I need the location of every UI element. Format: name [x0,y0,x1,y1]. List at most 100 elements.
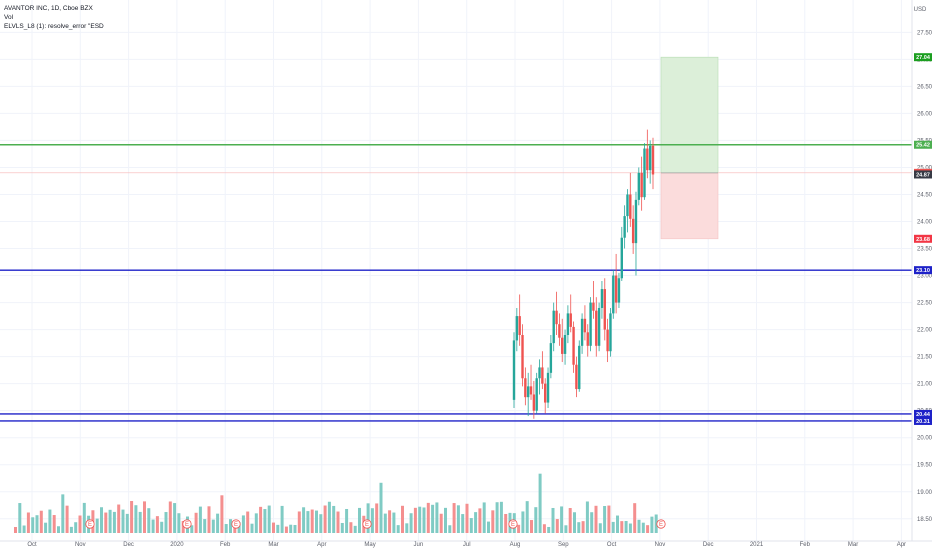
volume-bar [525,501,529,533]
candle-body [526,386,530,398]
volume-bar [517,524,521,533]
earnings-marker[interactable] [656,519,666,529]
earnings-marker[interactable] [362,519,372,529]
earnings-marker-label[interactable]: E [659,522,663,528]
earnings-marker[interactable] [85,519,95,529]
y-tick-label: 19.00 [917,490,932,496]
volume-bar [112,511,116,533]
volume-bar [26,512,30,533]
earnings-marker-label[interactable]: E [185,522,189,528]
volume-bar [254,513,258,533]
volume-bar [577,522,581,533]
candle-body [563,335,567,354]
volume-bar [534,507,538,533]
x-tick-label: Apr [897,542,906,548]
earnings-marker-label[interactable]: E [234,522,238,528]
position-zones[interactable] [0,56,912,240]
volume-bar [504,513,508,533]
volume-bar [418,506,422,533]
candle-body [629,194,632,219]
candle-body [603,289,606,330]
volume-bar [624,521,628,533]
volume-bar [267,505,271,533]
candle-body [651,145,655,175]
x-tick-label: Apr [317,542,326,548]
level-price-tag: 25.42 [916,143,930,149]
volume-bar [138,511,142,533]
volume-bar [108,509,112,533]
volume-bar [383,513,387,533]
volume-bar [413,507,417,533]
volume-bar [332,505,336,533]
volume-bar [69,526,73,533]
x-tick-label: Dec [703,542,714,548]
earnings-marker-label[interactable]: E [365,522,369,528]
volume-bar [405,523,409,533]
volume-bar [616,515,619,533]
volume-bar [370,508,374,533]
volume-bar [607,505,611,533]
candle-body [643,148,646,198]
candle-body [595,310,598,346]
x-tick-label: 2020 [170,542,184,548]
candle-body [558,324,561,338]
volume-bar [216,513,220,533]
horizontal-levels[interactable] [0,144,912,422]
volume-bar [603,505,607,533]
candle-body [524,378,527,398]
x-tick-label: Feb [800,542,811,548]
volume-bar [422,507,426,533]
earnings-marker[interactable] [231,519,241,529]
volume-bar [177,513,181,533]
x-tick-label: Dec [123,542,134,548]
volume-bar [194,512,198,533]
volume-bar [14,527,17,533]
level-price-tag: 23.10 [916,268,930,274]
chart-legend: AVANTOR INC, 1D, Cboe BZX Vol ELVLS_L8 (… [4,4,104,31]
volume-bar [306,511,310,533]
x-tick-label: Oct [607,542,617,548]
indicator-legend[interactable]: ELVLS_L8 (1): resolve_error "ESD [4,23,104,30]
candle-body [606,329,609,352]
volume-bar [229,519,232,533]
volume-legend[interactable]: Vol [4,14,14,21]
stop-zone[interactable] [660,172,719,240]
target-zone[interactable] [660,56,719,174]
symbol-title[interactable]: AVANTOR INC, 1D, Cboe BZX [4,5,93,12]
level-price-tag-bg [914,409,932,418]
volume-bar [487,521,490,533]
candle-body [532,394,536,411]
volume-bar [379,482,383,533]
volume-bar [650,516,654,533]
earnings-marker-label[interactable]: E [511,522,515,528]
candle-body [572,326,575,365]
volume-bar [272,522,275,533]
earnings-marker-label[interactable]: E [88,522,92,528]
candle-body [521,335,524,379]
volume-bar [95,518,99,533]
earnings-marker[interactable] [508,519,518,529]
volume-bar [323,505,327,533]
candle-body [634,199,638,244]
volume-bar [628,523,632,533]
volume-bar [280,505,284,533]
volume-bar [431,504,435,533]
volume-bars [14,473,658,533]
candle-body [640,172,643,198]
candle-body [620,237,623,279]
level-price-tag: 20.44 [916,412,931,418]
y-tick-label: 27.50 [917,30,932,36]
earnings-marker[interactable] [182,519,192,529]
volume-bar [499,501,503,533]
volume-bar [573,512,576,533]
level-price-tag-bg [914,266,932,275]
volume-bar [482,502,486,533]
candle-body [631,218,635,244]
y-tick-label: 22.00 [917,328,932,334]
candle-body [515,316,519,341]
volume-bar [250,523,254,533]
volume-bar [237,522,241,533]
y-tick-label: 26.50 [917,84,932,90]
